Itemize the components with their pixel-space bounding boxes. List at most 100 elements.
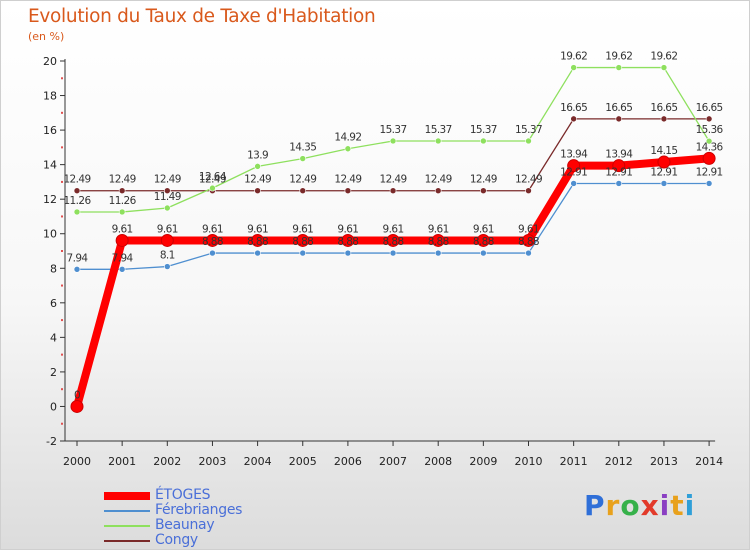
- y-tick-label: 4: [50, 331, 57, 344]
- data-point: [480, 249, 487, 257]
- data-point: [386, 233, 400, 247]
- data-point: [164, 187, 171, 195]
- x-tick-label: 2002: [153, 455, 181, 468]
- data-label: 19.62: [650, 51, 677, 63]
- data-label: 14.92: [334, 132, 361, 144]
- data-label: 14.36: [696, 141, 724, 153]
- data-point: [164, 263, 171, 270]
- y-minor-tick: [61, 215, 63, 218]
- data-point: [118, 266, 126, 273]
- data-label: 9.61: [247, 223, 268, 235]
- y-minor-tick: [61, 284, 63, 287]
- data-label: 7.94: [112, 252, 134, 264]
- data-point: [118, 208, 126, 216]
- data-label: 9.61: [292, 223, 313, 235]
- y-minor-tick: [61, 353, 63, 356]
- data-point: [525, 187, 532, 195]
- data-point: [70, 399, 84, 413]
- y-minor-tick: [61, 111, 63, 114]
- y-tick-label: 2: [50, 366, 57, 379]
- data-label: 12.49: [515, 174, 542, 186]
- data-point: [570, 180, 577, 187]
- data-label: 0: [74, 389, 80, 401]
- x-tick-label: 2008: [424, 455, 452, 468]
- data-point: [525, 249, 532, 257]
- data-label: 9.61: [337, 223, 358, 235]
- legend-swatch: [104, 510, 150, 512]
- data-point: [660, 64, 668, 71]
- data-point: [705, 137, 713, 145]
- data-label: 16.65: [650, 102, 677, 114]
- data-label: 11.26: [109, 195, 137, 207]
- x-tick-label: 2010: [515, 455, 543, 468]
- data-point: [344, 249, 352, 257]
- data-label: 9.61: [473, 223, 494, 235]
- y-tick-label: 10: [43, 228, 57, 241]
- data-label: 8.88: [247, 236, 268, 248]
- y-tick-label: 16: [43, 124, 57, 137]
- data-point: [344, 187, 352, 195]
- data-label: 8.88: [518, 236, 539, 248]
- data-point: [525, 137, 532, 145]
- data-label: 19.62: [605, 51, 632, 63]
- logo-letter: x: [640, 489, 660, 522]
- x-tick-label: 2009: [469, 455, 497, 468]
- data-label: 12.49: [425, 174, 452, 186]
- data-point: [389, 249, 397, 257]
- legend-label: Congy: [155, 532, 198, 548]
- data-label: 8.88: [383, 236, 404, 248]
- data-label: 14.15: [650, 145, 677, 157]
- data-point: [115, 233, 129, 247]
- data-label: 8.88: [202, 236, 223, 248]
- y-minor-tick: [61, 319, 63, 322]
- proxiti-logo: Proxiti: [584, 489, 695, 522]
- data-label: 12.91: [650, 166, 677, 178]
- data-point: [657, 155, 671, 169]
- y-tick-label: 6: [50, 297, 57, 310]
- data-point: [251, 233, 265, 247]
- data-point: [73, 187, 81, 195]
- data-label: 15.37: [380, 124, 407, 136]
- legend-swatch: [104, 540, 150, 542]
- data-label: 8.88: [473, 236, 494, 248]
- data-point: [160, 233, 174, 247]
- data-point: [118, 187, 126, 195]
- logo-letter: i: [659, 489, 671, 522]
- data-point: [480, 137, 487, 145]
- data-point: [205, 233, 219, 247]
- data-point: [612, 159, 626, 173]
- data-label: 9.61: [202, 223, 223, 235]
- data-point: [431, 233, 445, 247]
- data-point: [73, 266, 81, 273]
- data-label: 15.37: [470, 124, 497, 136]
- y-tick-label: 20: [43, 55, 57, 68]
- data-label: 19.62: [560, 51, 587, 63]
- data-label: 8.1: [160, 250, 175, 262]
- logo-letter: o: [620, 489, 641, 522]
- data-label: 9.61: [518, 223, 539, 235]
- x-tick-label: 2001: [108, 455, 136, 468]
- data-point: [615, 115, 623, 123]
- y-minor-tick: [61, 146, 63, 149]
- data-label: 16.65: [605, 102, 632, 114]
- data-point: [254, 187, 261, 195]
- data-point: [702, 151, 716, 165]
- data-label: 12.49: [244, 174, 271, 186]
- y-tick-label: 8: [50, 262, 57, 275]
- data-label: 9.61: [157, 223, 178, 235]
- data-label: 13.9: [247, 149, 268, 161]
- data-label: 12.64: [199, 171, 227, 183]
- x-tick-label: 2004: [244, 455, 272, 468]
- legend-label: Férebrianges: [155, 502, 243, 518]
- logo-letter: P: [584, 489, 606, 522]
- x-tick-label: 2013: [650, 455, 678, 468]
- x-tick-label: 2000: [63, 455, 91, 468]
- data-label: 9.61: [428, 223, 449, 235]
- x-tick-label: 2003: [198, 455, 226, 468]
- legend-swatch: [104, 525, 150, 527]
- data-label: 15.37: [515, 124, 542, 136]
- y-tick-label: 12: [43, 193, 57, 206]
- y-minor-tick: [61, 77, 63, 80]
- data-label: 12.49: [63, 174, 90, 186]
